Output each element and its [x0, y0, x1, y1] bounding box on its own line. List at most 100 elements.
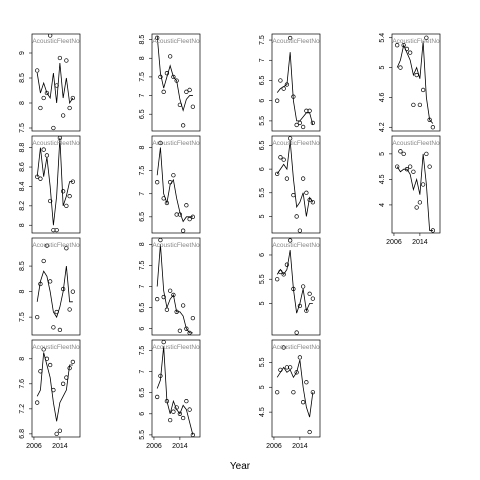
- data-point: [60, 113, 66, 118]
- data-point: [171, 292, 176, 298]
- data-point: [420, 182, 426, 187]
- strip-label: AcousticFleetNo: [152, 242, 200, 249]
- y-tick-label: 6.8: [19, 429, 26, 439]
- panel: AcousticFleetNo: [392, 140, 440, 233]
- y-tick-label: 4.5: [379, 174, 386, 184]
- data-point: [307, 197, 312, 203]
- y-tick-label: 8.5: [139, 35, 146, 45]
- data-point: [187, 330, 192, 335]
- data-point: [161, 294, 166, 300]
- data-point: [417, 200, 423, 205]
- y-tick-label: 8: [19, 223, 26, 227]
- data-point: [278, 367, 283, 372]
- data-point: [297, 228, 303, 233]
- y-tick-label: 7: [139, 192, 146, 196]
- panel-frame: [151, 237, 201, 336]
- data-point: [41, 95, 46, 101]
- data-point: [300, 176, 306, 181]
- data-point: [417, 102, 423, 108]
- fit-line: [396, 153, 433, 231]
- y-tick-label: 8.5: [19, 73, 26, 83]
- data-point: [67, 193, 72, 199]
- data-point: [38, 369, 43, 374]
- y-tick-label: 5.4: [379, 33, 386, 43]
- panel-frame: [271, 237, 321, 336]
- data-point: [395, 164, 400, 169]
- data-point: [275, 277, 280, 282]
- panel-frame: [271, 135, 321, 234]
- panel: AcousticFleetNo: [32, 242, 80, 333]
- data-point: [190, 432, 196, 437]
- data-point: [291, 94, 296, 99]
- strip-label: AcousticFleetNo: [32, 242, 80, 249]
- data-point: [401, 43, 406, 48]
- data-point: [304, 190, 309, 195]
- strip-label: AcousticFleetNo: [152, 344, 200, 351]
- panel: AcousticFleetNo: [152, 238, 200, 335]
- y-tick-label: 7.5: [139, 346, 146, 356]
- data-point: [48, 279, 53, 284]
- y-tick-label: 7: [139, 284, 146, 288]
- data-point: [35, 174, 40, 179]
- panel-frame: [391, 33, 441, 132]
- x-tick-label: 2006: [26, 443, 42, 450]
- data-point: [430, 125, 436, 130]
- y-tick-label: 7.5: [259, 35, 266, 45]
- data-point: [51, 125, 56, 131]
- data-point: [51, 325, 56, 330]
- y-tick-label: 8.6: [19, 162, 26, 172]
- x-tick-label: 2014: [292, 443, 308, 450]
- panel-frame: [151, 33, 201, 132]
- strip-label: AcousticFleetNo: [272, 344, 320, 351]
- y-tick-label: 6.5: [139, 109, 146, 119]
- data-point: [180, 303, 186, 308]
- fit-line: [36, 266, 73, 319]
- data-point: [297, 120, 303, 126]
- x-axis-title: Year: [230, 461, 251, 472]
- data-point: [291, 390, 296, 395]
- y-tick-label: 5.5: [259, 357, 266, 367]
- panel: AcousticFleetNo: [152, 35, 200, 128]
- y-tick-label: 5: [259, 385, 266, 389]
- data-point: [281, 272, 286, 277]
- data-point: [427, 164, 432, 169]
- data-point: [184, 399, 189, 404]
- data-point: [307, 108, 312, 113]
- y-tick-label: 6.5: [139, 388, 146, 398]
- data-point: [54, 83, 59, 88]
- data-point: [411, 102, 416, 108]
- data-point: [278, 269, 283, 275]
- y-tick-label: 6.5: [259, 140, 266, 150]
- data-point: [161, 196, 166, 201]
- data-point: [300, 400, 306, 405]
- data-point: [64, 203, 69, 208]
- data-point: [310, 390, 316, 395]
- data-point: [297, 355, 303, 360]
- y-tick-label: 7: [259, 58, 266, 62]
- data-point: [164, 71, 170, 76]
- data-point: [41, 347, 46, 352]
- y-tick-label: 8: [139, 242, 146, 246]
- data-point: [174, 212, 179, 217]
- y-tick-label: 5: [379, 152, 386, 156]
- y-tick-label: 8.4: [19, 181, 26, 191]
- data-point: [284, 262, 290, 267]
- data-point: [57, 136, 63, 141]
- data-point: [424, 35, 429, 40]
- data-point: [48, 198, 53, 204]
- data-point: [275, 390, 280, 395]
- data-point: [291, 286, 296, 292]
- data-point: [57, 55, 63, 61]
- data-point: [57, 428, 63, 433]
- data-point: [64, 375, 69, 380]
- data-point: [174, 405, 179, 410]
- y-tick-label: 4: [379, 203, 386, 207]
- y-tick-label: 8: [139, 146, 146, 150]
- panel-frame: [31, 339, 81, 438]
- y-tick-label: 6.5: [139, 212, 146, 222]
- data-point: [51, 387, 56, 393]
- y-tick-label: 6: [139, 327, 146, 331]
- strip-label: AcousticFleetNo: [392, 140, 440, 147]
- data-point: [67, 366, 72, 371]
